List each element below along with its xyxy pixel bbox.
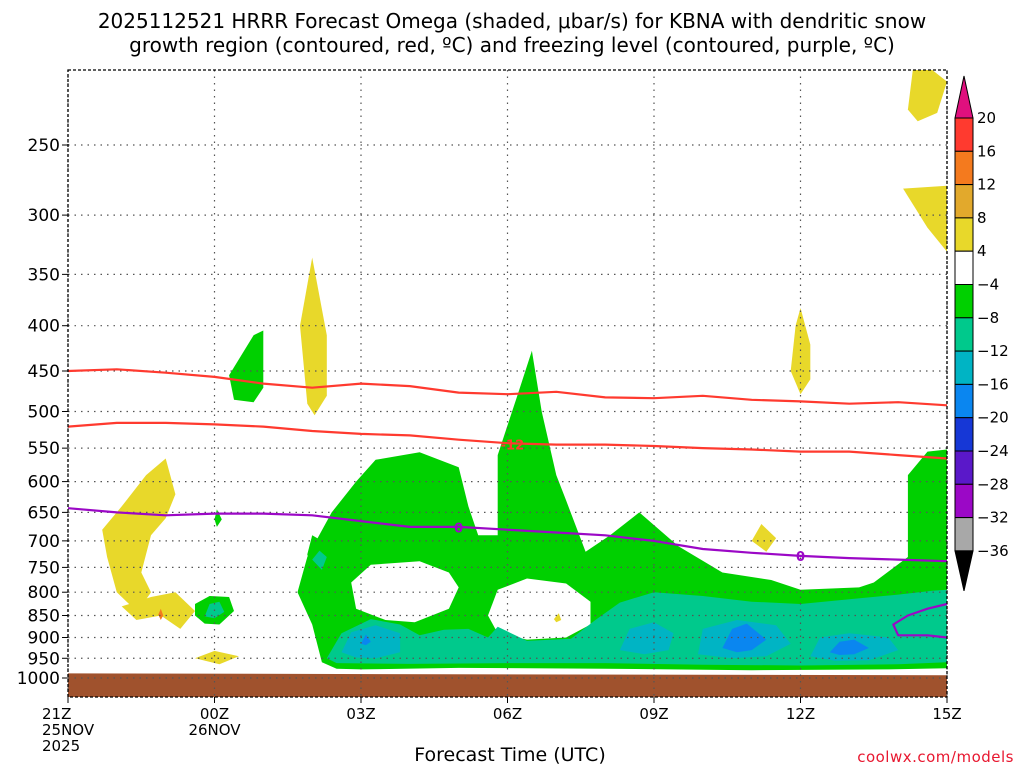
omega-region-24: [907, 70, 947, 122]
colorbar-bin-8: [954, 383, 974, 419]
omega-region-26: [158, 608, 164, 620]
y-tick-label-550: 550: [28, 439, 60, 459]
credit-link[interactable]: coolwx.com/models: [857, 748, 1014, 766]
x-tick-label-9-0: 06Z: [493, 705, 522, 723]
omega-region-17: [102, 458, 176, 607]
y-tick-label-300: 300: [28, 206, 60, 226]
colorbar-bin-4: [954, 250, 974, 285]
omega-region-5: [619, 622, 674, 655]
omega-region-23: [751, 524, 777, 552]
contour-line-1: [67, 421, 948, 460]
colorbar-tick-6: −8: [977, 309, 999, 327]
y-axis-ticks: 2503003504004505005506006507007508008509…: [17, 136, 68, 689]
omega-region-19: [195, 650, 239, 665]
colorbar-bin-9: [954, 417, 974, 452]
y-tick-label-600: 600: [28, 473, 60, 493]
contour-line-2: [67, 507, 948, 563]
omega-region-22: [790, 308, 811, 395]
omega-region-0: [297, 350, 947, 671]
colorbar-under-triangle: [954, 550, 974, 592]
colorbar-tick-8: −16: [977, 375, 1009, 393]
y-tick-label-850: 850: [28, 607, 60, 627]
x-tick-label-15-0: 12Z: [786, 705, 815, 723]
omega-shading: [102, 70, 947, 671]
colorbar-tick-12: −32: [977, 509, 1009, 527]
colorbar-tick-5: −4: [977, 276, 999, 294]
terrain-fill: [68, 673, 947, 697]
omega-region-2: [488, 578, 591, 640]
x-tick-label-0-2: 2025: [42, 737, 80, 755]
y-tick-label-950: 950: [28, 649, 60, 669]
colorbar-tick-3: 8: [977, 209, 987, 227]
chart-title-line-2: growth region (contoured, red, ºC) and f…: [129, 33, 895, 57]
x-tick-label-0-0: 21Z: [42, 705, 71, 723]
omega-region-16: [312, 550, 327, 570]
y-tick-label-500: 500: [28, 403, 60, 423]
colorbar-tick-11: −28: [977, 475, 1009, 493]
omega-region-1: [351, 561, 459, 623]
y-tick-label-700: 700: [28, 532, 60, 552]
omega-region-10: [829, 639, 869, 655]
contour-label-1: 0: [454, 521, 463, 536]
x-tick-label-3-1: 26NOV: [188, 721, 241, 739]
colorbar-tick-7: −12: [977, 342, 1009, 360]
x-axis-label: Forecast Time (UTC): [414, 744, 606, 766]
omega-region-4: [341, 625, 401, 659]
y-tick-label-350: 350: [28, 265, 60, 285]
colorbar-tick-4: 4: [977, 242, 987, 260]
colorbar-bin-0: [954, 117, 974, 152]
colorbar-bin-11: [954, 483, 974, 519]
colorbar-tick-13: −36: [977, 542, 1009, 560]
omega-region-21: [553, 613, 562, 623]
colorbar-bin-1: [954, 150, 974, 186]
colorbar-bin-12: [954, 517, 974, 552]
contour-line-0: [67, 368, 948, 407]
omega-region-25: [903, 185, 947, 252]
omega-region-8: [361, 634, 371, 646]
colorbar-bin-2: [954, 184, 974, 219]
y-tick-label-450: 450: [28, 362, 60, 382]
colorbar-tick-9: −20: [977, 409, 1009, 427]
temperature-contours: [67, 368, 948, 639]
chart-title-line-1: 2025112521 HRRR Forecast Omega (shaded, …: [97, 9, 927, 33]
colorbar-bin-3: [954, 217, 974, 252]
terrain-band: [68, 673, 947, 697]
colorbar-bin-10: [954, 450, 974, 485]
omega-region-18: [121, 592, 195, 629]
contour-label-2: 0: [796, 550, 805, 565]
y-tick-label-400: 400: [28, 317, 60, 337]
colorbar-bin-6: [954, 317, 974, 352]
contour-label-0: -12: [501, 439, 525, 454]
colorbar-bin-5: [954, 284, 974, 319]
y-tick-label-750: 750: [28, 558, 60, 578]
x-tick-label-18-0: 15Z: [932, 705, 961, 723]
contour-line-3: [892, 602, 948, 639]
contour-labels: -12 0 0: [454, 439, 805, 565]
omega-region-20: [300, 257, 327, 416]
y-tick-label-650: 650: [28, 503, 60, 523]
y-tick-label-1000: 1000: [17, 669, 60, 689]
colorbar-tick-10: −24: [977, 442, 1009, 460]
y-tick-label-250: 250: [28, 136, 60, 156]
colorbar-bin-7: [954, 350, 974, 385]
x-tick-label-6-0: 03Z: [346, 705, 375, 723]
colorbar-tick-0: 20: [977, 109, 996, 127]
y-tick-label-800: 800: [28, 583, 60, 603]
omega-region-12: [229, 330, 264, 403]
colorbar-tick-2: 12: [977, 176, 996, 194]
y-tick-label-900: 900: [28, 628, 60, 648]
colorbar: 20 16 12 8 4 −4 −8 −12 −16 −20 −24 −28 −32 −36: [954, 75, 1009, 592]
x-tick-label-12-0: 09Z: [639, 705, 668, 723]
x-tick-label-0-1: 25NOV: [42, 721, 95, 739]
colorbar-over-triangle: [954, 75, 974, 119]
colorbar-tick-1: 16: [977, 142, 996, 160]
x-tick-label-3-0: 00Z: [200, 705, 229, 723]
